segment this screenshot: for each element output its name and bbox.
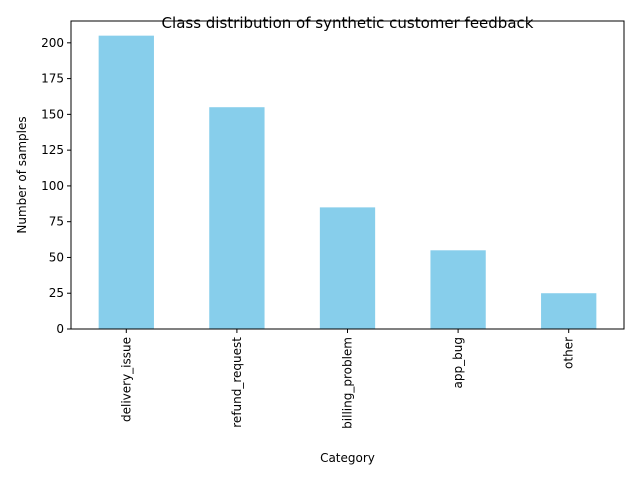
- y-tick-label: 125: [41, 143, 64, 157]
- chart-title: Class distribution of synthetic customer…: [162, 14, 534, 32]
- y-axis-ticks: 0 25 50 75 100 125 150 175 200: [41, 36, 71, 336]
- plot-frame: [70, 20, 625, 330]
- y-tick-label: 100: [41, 179, 64, 193]
- y-tick-label: 25: [49, 286, 64, 300]
- bars-group: [98, 35, 597, 330]
- bar-delivery_issue: [98, 35, 154, 330]
- y-tick-label: 175: [41, 72, 64, 86]
- y-axis-label: Number of samples: [15, 116, 29, 233]
- bar-billing_problem: [319, 207, 376, 329]
- bar-other: [541, 293, 597, 329]
- x-axis-label: Category: [320, 451, 375, 465]
- bar-app_bug: [430, 250, 486, 329]
- x-tick-label: refund_request: [230, 337, 244, 428]
- bar-refund_request: [209, 107, 265, 329]
- y-tick-label: 50: [49, 250, 64, 264]
- x-tick-label: billing_problem: [341, 337, 355, 429]
- y-tick-label: 150: [41, 107, 64, 121]
- x-axis-ticks: delivery_issue refund_request billing_prob…: [119, 329, 576, 429]
- y-tick-label: 75: [49, 215, 64, 229]
- x-tick-label: delivery_issue: [119, 337, 133, 422]
- y-tick-label: 200: [41, 36, 64, 50]
- x-tick-label: other: [562, 337, 576, 369]
- y-tick-label: 0: [56, 322, 64, 336]
- x-tick-label: app_bug: [451, 337, 465, 388]
